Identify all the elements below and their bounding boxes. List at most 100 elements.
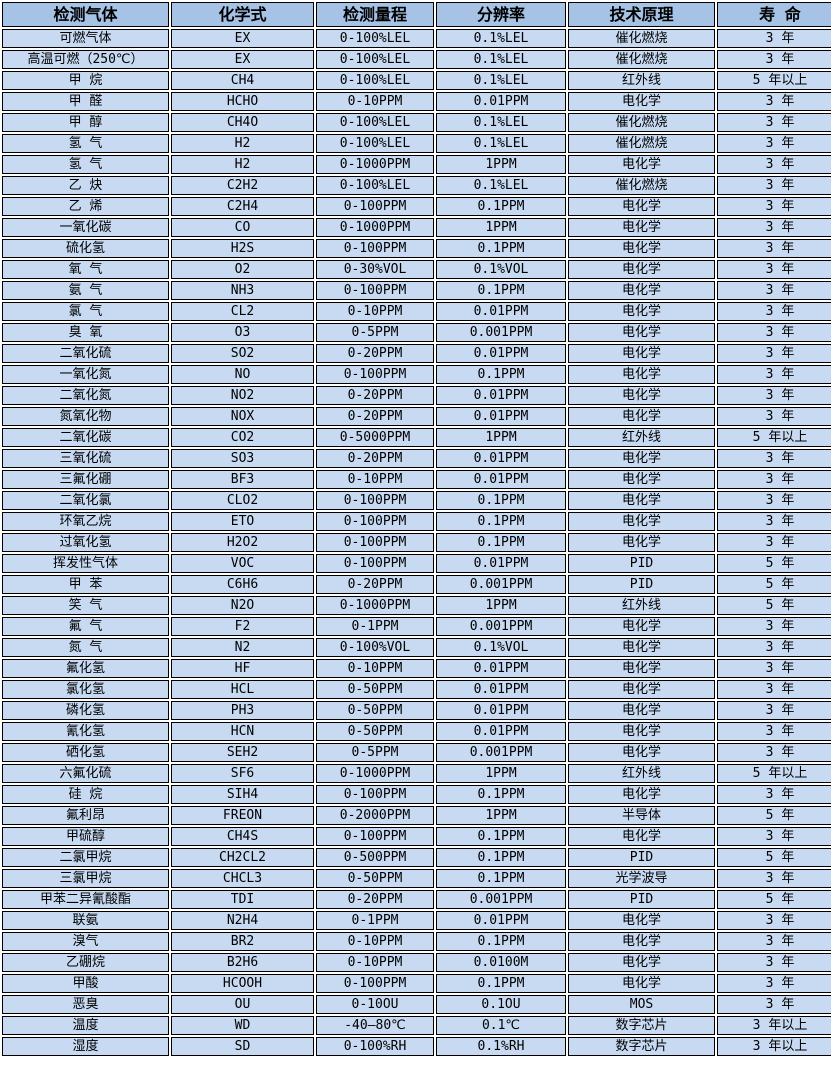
cell-technology-principle: 电化学 [568,239,715,258]
cell-chemical-formula: OU [171,995,314,1014]
cell-detection-range: 0-100PPM [316,491,434,510]
cell-chemical-formula: CH4 [171,71,314,90]
table-row: 笑 气 N2O 0-1000PPM 1PPM 红外线 5 年 [2,596,831,615]
cell-technology-principle: MOS [568,995,715,1014]
cell-technology-principle: 电化学 [568,533,715,552]
cell-gas-name: 可燃气体 [2,29,169,48]
cell-gas-name: 挥发性气体 [2,554,169,573]
cell-chemical-formula: CHCL3 [171,869,314,888]
cell-lifespan: 3 年 [717,155,831,174]
cell-technology-principle: PID [568,848,715,867]
cell-chemical-formula: O3 [171,323,314,342]
table-row: 可燃气体 EX 0-100%LEL 0.1%LEL 催化燃烧 3 年 [2,29,831,48]
cell-chemical-formula: H2 [171,155,314,174]
table-row: 甲 烷 CH4 0-100%LEL 0.1%LEL 红外线 5 年以上 [2,71,831,90]
cell-lifespan: 3 年 [717,344,831,363]
cell-resolution: 0.01PPM [436,92,566,111]
cell-lifespan: 5 年以上 [717,71,831,90]
cell-gas-name: 硫化氢 [2,239,169,258]
cell-detection-range: 0-5PPM [316,743,434,762]
cell-lifespan: 3 年 [717,932,831,951]
cell-gas-name: 磷化氢 [2,701,169,720]
cell-chemical-formula: HF [171,659,314,678]
cell-lifespan: 3 年 [717,785,831,804]
cell-gas-name: 氯 气 [2,302,169,321]
cell-detection-range: 0-100PPM [316,239,434,258]
table-row: 甲酸 HCOOH 0-100PPM 0.1PPM 电化学 3 年 [2,974,831,993]
cell-lifespan: 3 年 [717,134,831,153]
cell-technology-principle: 半导体 [568,806,715,825]
cell-technology-principle: 电化学 [568,617,715,636]
cell-lifespan: 3 年 [717,239,831,258]
cell-resolution: 0.1PPM [436,512,566,531]
cell-resolution: 0.1PPM [436,491,566,510]
cell-gas-name: 一氧化碳 [2,218,169,237]
cell-chemical-formula: NO [171,365,314,384]
cell-resolution: 0.01PPM [436,701,566,720]
cell-gas-name: 氮 气 [2,638,169,657]
cell-chemical-formula: SF6 [171,764,314,783]
table-row: 甲苯二异氰酸酯 TDI 0-20PPM 0.001PPM PID 5 年 [2,890,831,909]
cell-chemical-formula: CO [171,218,314,237]
cell-technology-principle: 电化学 [568,218,715,237]
cell-lifespan: 3 年 [717,113,831,132]
cell-technology-principle: 光学波导 [568,869,715,888]
cell-gas-name: 氟利昂 [2,806,169,825]
cell-chemical-formula: CO2 [171,428,314,447]
cell-technology-principle: 电化学 [568,701,715,720]
cell-lifespan: 3 年 [717,953,831,972]
cell-chemical-formula: C6H6 [171,575,314,594]
table-row: 温度 WD -40—80℃ 0.1℃ 数字芯片 3 年以上 [2,1016,831,1035]
cell-resolution: 0.01PPM [436,407,566,426]
cell-lifespan: 3 年 [717,281,831,300]
table-row: 过氧化氢 H2O2 0-100PPM 0.1PPM 电化学 3 年 [2,533,831,552]
table-row: 溴气 BR2 0-10PPM 0.1PPM 电化学 3 年 [2,932,831,951]
table-row: 甲 醛 HCHO 0-10PPM 0.01PPM 电化学 3 年 [2,92,831,111]
cell-technology-principle: 电化学 [568,785,715,804]
column-header-resolution: 分辨率 [436,2,566,27]
cell-resolution: 0.1PPM [436,365,566,384]
cell-resolution: 0.001PPM [436,323,566,342]
cell-detection-range: 0-100PPM [316,281,434,300]
cell-technology-principle: 电化学 [568,911,715,930]
cell-chemical-formula: N2O [171,596,314,615]
cell-technology-principle: 电化学 [568,302,715,321]
cell-chemical-formula: NOX [171,407,314,426]
cell-chemical-formula: VOC [171,554,314,573]
cell-lifespan: 3 年 [717,491,831,510]
cell-gas-name: 甲 醛 [2,92,169,111]
cell-resolution: 0.1℃ [436,1016,566,1035]
cell-resolution: 0.01PPM [436,344,566,363]
cell-chemical-formula: BR2 [171,932,314,951]
table-row: 氢 气 H2 0-100%LEL 0.1%LEL 催化燃烧 3 年 [2,134,831,153]
cell-resolution: 0.1OU [436,995,566,1014]
table-row: 磷化氢 PH3 0-50PPM 0.01PPM 电化学 3 年 [2,701,831,720]
table-row: 臭 氧 O3 0-5PPM 0.001PPM 电化学 3 年 [2,323,831,342]
cell-chemical-formula: F2 [171,617,314,636]
cell-resolution: 0.01PPM [436,659,566,678]
cell-detection-range: 0-100%LEL [316,134,434,153]
cell-detection-range: 0-20PPM [316,575,434,594]
cell-resolution: 0.01PPM [436,554,566,573]
cell-gas-name: 湿度 [2,1037,169,1056]
cell-gas-name: 三氧化硫 [2,449,169,468]
cell-resolution: 0.1%LEL [436,50,566,69]
cell-resolution: 0.01PPM [436,386,566,405]
cell-gas-name: 乙 炔 [2,176,169,195]
table-row: 恶臭 OU 0-10OU 0.1OU MOS 3 年 [2,995,831,1014]
cell-resolution: 0.1%LEL [436,113,566,132]
cell-resolution: 1PPM [436,428,566,447]
cell-resolution: 1PPM [436,764,566,783]
cell-detection-range: 0-100PPM [316,197,434,216]
cell-detection-range: 0-5PPM [316,323,434,342]
cell-chemical-formula: HCN [171,722,314,741]
cell-resolution: 0.1%LEL [436,134,566,153]
cell-gas-name: 甲酸 [2,974,169,993]
cell-chemical-formula: N2H4 [171,911,314,930]
cell-gas-name: 二氧化氯 [2,491,169,510]
cell-lifespan: 3 年 [717,407,831,426]
table-header: 检测气体 化学式 检测量程 分辨率 技术原理寿 命 [2,2,831,27]
cell-chemical-formula: SO2 [171,344,314,363]
cell-lifespan: 3 年以上 [717,1037,831,1056]
cell-detection-range: 0-50PPM [316,722,434,741]
